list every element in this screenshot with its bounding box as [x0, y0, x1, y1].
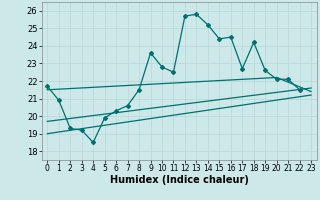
X-axis label: Humidex (Indice chaleur): Humidex (Indice chaleur) [110, 175, 249, 185]
